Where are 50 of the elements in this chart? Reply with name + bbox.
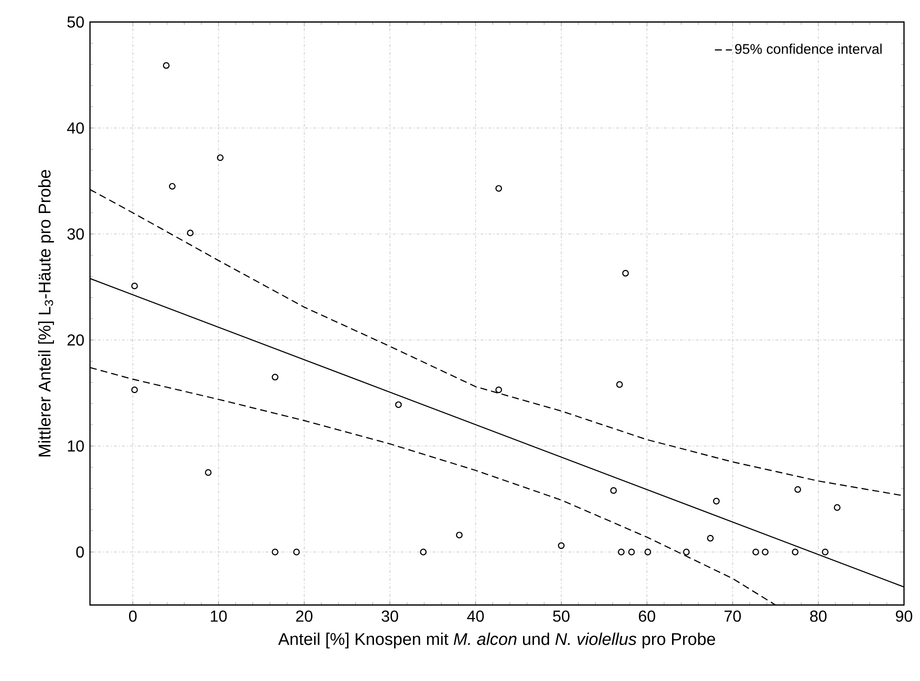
point	[610, 487, 617, 494]
y-tick-label: 50	[67, 16, 84, 28]
x-tick-label: 40	[467, 610, 484, 622]
point	[628, 548, 635, 556]
point	[168, 182, 176, 190]
y-tick-label: 0	[76, 546, 84, 558]
point	[131, 386, 138, 394]
point	[762, 548, 769, 556]
y-axis-title: Mittlerer Anteil [%] L$_{3}$-Häute pro Probe	[38, 170, 54, 456]
x-tick-label: 20	[296, 610, 312, 622]
y-tick-label: 20	[68, 334, 84, 346]
point	[794, 486, 802, 493]
point	[822, 548, 829, 556]
x-tick-label: 30	[382, 610, 398, 622]
y-tick-label: 30	[67, 228, 84, 240]
x-axis-title: Anteil [%] Knospen mit M. alcon und N. violellus pro Probe	[278, 632, 716, 648]
point	[707, 534, 714, 542]
point	[204, 469, 212, 476]
x-tick-label: 80	[810, 610, 827, 622]
point	[792, 548, 799, 556]
point	[420, 548, 427, 556]
point	[683, 548, 690, 556]
x-tick-label: 0	[129, 610, 137, 622]
point	[622, 270, 629, 277]
y-tick-label: 40	[67, 122, 84, 134]
legend-label: 95% confidence interval	[735, 44, 882, 54]
point	[713, 498, 720, 504]
point	[186, 230, 194, 236]
x-tick-label: 70	[724, 610, 741, 622]
point	[644, 548, 652, 556]
x-tick-label: 10	[210, 610, 227, 622]
point	[834, 504, 841, 511]
point	[616, 381, 623, 388]
point	[131, 282, 138, 290]
point	[495, 185, 502, 192]
point	[618, 548, 625, 556]
point	[558, 542, 565, 549]
point	[293, 548, 300, 556]
point	[752, 548, 760, 556]
point	[272, 548, 278, 556]
point	[495, 386, 502, 394]
x-tick-label: 90	[896, 610, 912, 622]
y-tick-label: 10	[68, 440, 84, 452]
point	[272, 374, 278, 380]
x-tick-label: 50	[553, 610, 570, 622]
point	[395, 401, 402, 408]
point	[162, 62, 170, 69]
point	[216, 154, 224, 162]
x-tick-label: 60	[638, 610, 656, 622]
point	[456, 532, 463, 538]
